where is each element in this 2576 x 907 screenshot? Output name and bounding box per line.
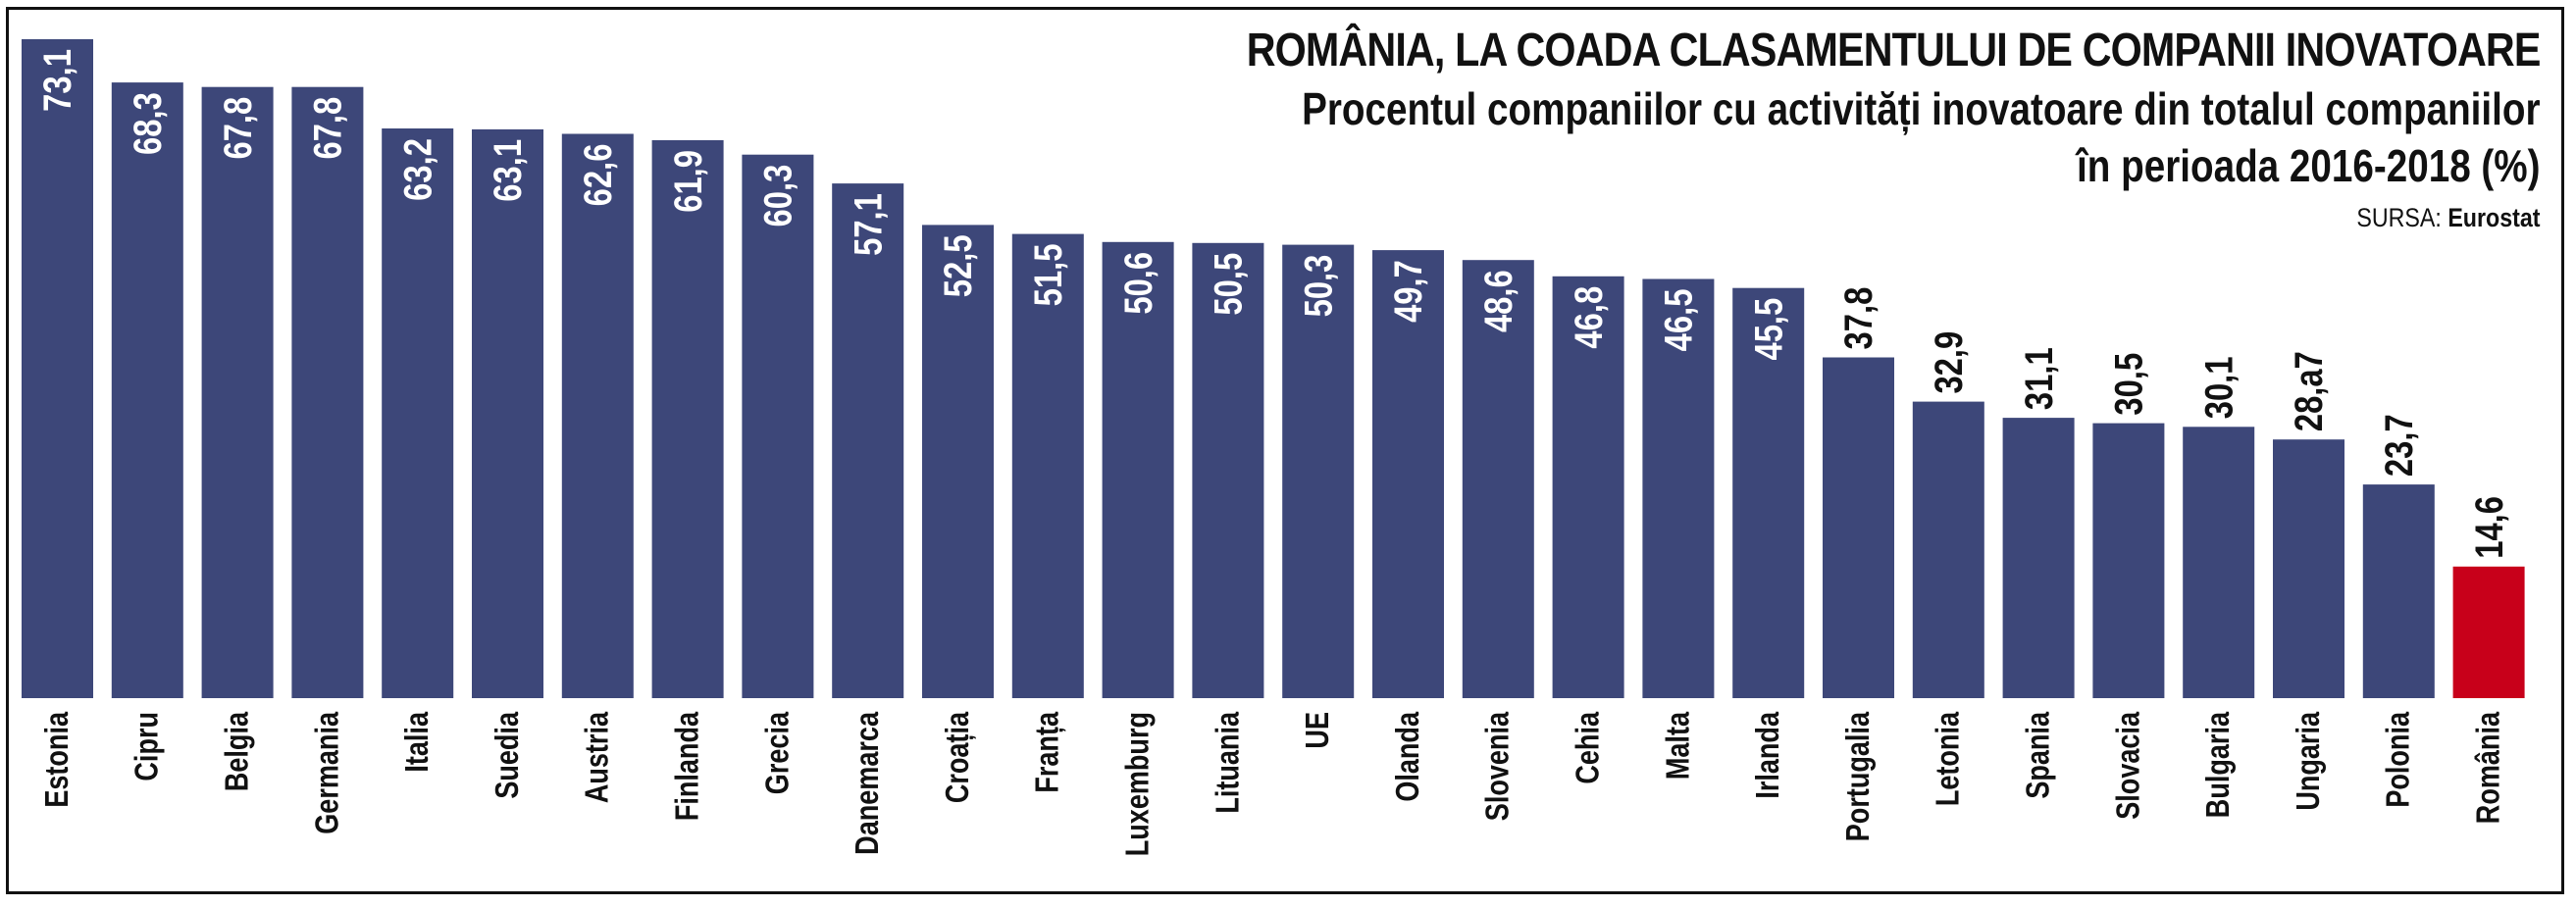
bar-ue (1282, 244, 1355, 698)
value-label: 50,6 (1116, 252, 1160, 315)
value-label: 51,5 (1026, 244, 1070, 307)
category-label: Italia (400, 712, 436, 773)
bar-germania (291, 86, 364, 698)
category-label: Cipru (129, 712, 165, 781)
category-label: Bulgaria (2201, 712, 2237, 818)
value-label: 73,1 (35, 49, 79, 112)
bar-bulgaria (2183, 427, 2255, 698)
bar-austria (561, 133, 634, 698)
value-label: 30,5 (2106, 353, 2150, 416)
value-label: 61,9 (666, 150, 710, 213)
category-label: Estonia (39, 712, 75, 808)
bar-spania (2002, 418, 2075, 698)
value-label: 46,5 (1656, 289, 1700, 352)
header: ROMÂNIA, LA COADA CLASAMENTULUI DE COMPA… (1036, 22, 2542, 237)
bar-românia (2452, 566, 2525, 698)
category-label: România (2471, 712, 2506, 824)
value-label: 52,5 (936, 234, 980, 297)
category-label: Grecia (760, 712, 796, 794)
bar-finlanda (651, 140, 724, 698)
category-label: Belgia (220, 712, 255, 791)
category-label: Franța (1030, 712, 1065, 793)
category-label: Finlanda (670, 712, 705, 821)
category-label: Spania (2021, 712, 2056, 799)
bar-olanda (1372, 250, 1444, 698)
value-label: 14,6 (2467, 496, 2511, 559)
category-label: Slovacia (2111, 712, 2146, 820)
category-label: Letonia (1931, 712, 1966, 806)
bar-croația (922, 225, 994, 698)
category-label: Ungaria (2291, 712, 2326, 811)
value-label: 23,7 (2377, 414, 2421, 477)
bar-luxemburg (1102, 241, 1174, 699)
bar-franța (1011, 233, 1084, 698)
chart-subtitle-line1: Procentul companiilor cu activități inov… (1302, 83, 2541, 134)
bar-letonia (1912, 401, 1984, 698)
value-label: 50,5 (1206, 253, 1250, 316)
category-label: Polonia (2381, 712, 2416, 808)
chart-frame (6, 7, 2564, 894)
chart-subtitle-line2: în perioada 2016-2018 (%) (2077, 140, 2541, 191)
value-label: 49,7 (1386, 260, 1430, 323)
value-label: 37,8 (1836, 287, 1880, 350)
value-label: 46,8 (1567, 286, 1611, 349)
value-label: 32,9 (1927, 331, 1971, 394)
category-label: Austria (580, 712, 615, 803)
category-label: Malta (1661, 712, 1696, 780)
value-label: 31,1 (2017, 347, 2061, 410)
category-label: Croația (940, 712, 975, 803)
value-label: 28,a7 (2287, 351, 2331, 431)
value-label: 67,8 (305, 97, 349, 160)
bar-cehia (1552, 276, 1624, 698)
category-label: Suedia (489, 712, 525, 799)
bar-portugalia (1823, 357, 1894, 698)
bar-slovacia (2092, 423, 2165, 698)
category-label: Cehia (1571, 712, 1606, 784)
bar-suedia (472, 128, 543, 698)
chart-source: SURSA: Eurostat (1247, 198, 2541, 237)
value-label: 45,5 (1746, 298, 1790, 361)
bar-slovenia (1462, 260, 1534, 698)
value-label: 50,3 (1296, 255, 1340, 318)
chart-title: ROMÂNIA, LA COADA CLASAMENTULUI DE COMPA… (1247, 25, 2542, 76)
value-label: 60,3 (755, 165, 799, 227)
value-label: 68,3 (126, 92, 170, 155)
category-label: Germania (310, 712, 345, 834)
value-label: 57,1 (846, 193, 890, 256)
category-label: UE (1301, 712, 1336, 749)
value-label: 67,8 (216, 97, 260, 160)
bar-grecia (742, 154, 814, 698)
value-label: 63,2 (395, 138, 439, 201)
bar-italia (382, 128, 454, 698)
value-label: 30,1 (2196, 356, 2241, 419)
category-label: Lituania (1211, 712, 1246, 814)
value-label: 48,6 (1476, 270, 1520, 332)
value-label: 63,1 (486, 139, 530, 202)
bar-belgia (201, 86, 274, 698)
bar-polonia (2362, 484, 2435, 698)
bar-lituania (1192, 242, 1264, 699)
category-label: Luxemburg (1120, 712, 1156, 856)
source-prefix: SURSA: (2356, 203, 2443, 232)
category-label: Olanda (1390, 712, 1425, 802)
bar-estonia (22, 39, 93, 698)
category-label: Danemarca (850, 712, 886, 855)
category-label: Slovenia (1480, 712, 1516, 821)
bar-ungaria (2273, 439, 2344, 698)
value-label: 62,6 (576, 144, 620, 207)
category-label: Irlanda (1751, 712, 1786, 799)
bar-malta (1642, 278, 1715, 698)
bar-cipru (111, 82, 183, 699)
category-label: Portugalia (1840, 712, 1876, 841)
source-name: Eurostat (2447, 203, 2541, 232)
bar-danemarca (832, 183, 904, 699)
bar-irlanda (1732, 287, 1805, 698)
